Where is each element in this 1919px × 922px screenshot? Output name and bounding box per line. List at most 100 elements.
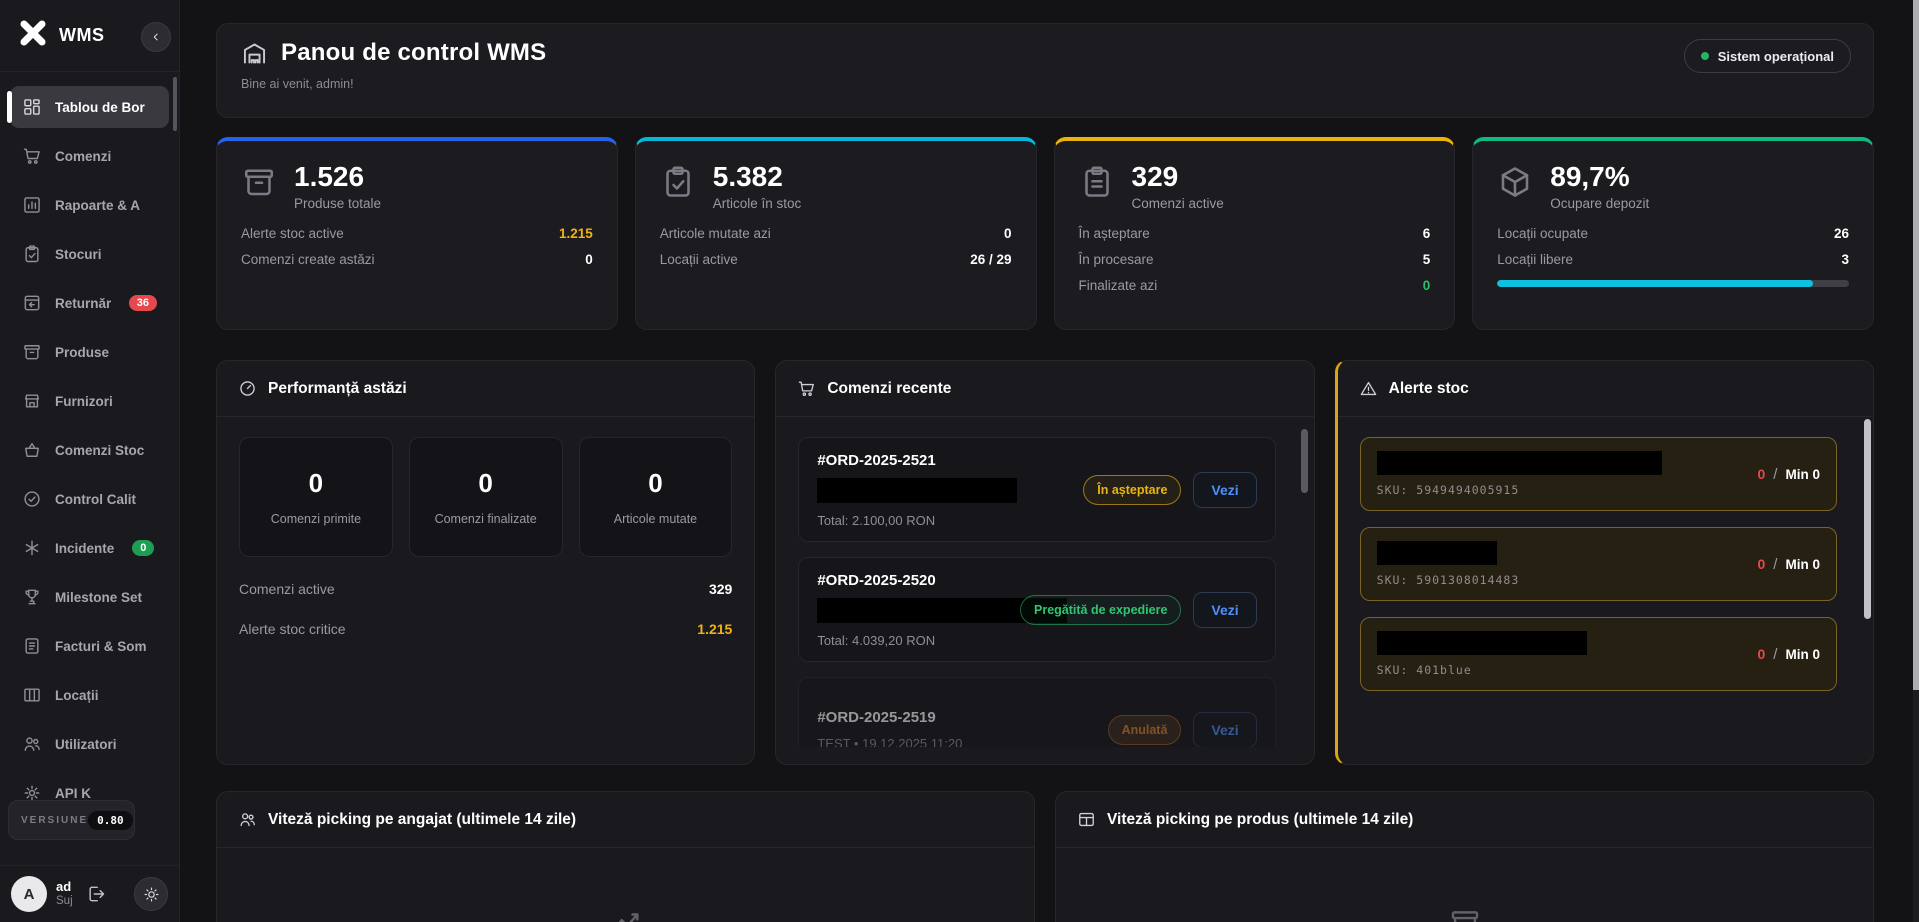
alert-info: SKU: 5949494005915 bbox=[1377, 451, 1750, 497]
panel-header: Viteză picking pe angajat (ultimele 14 z… bbox=[217, 792, 1034, 848]
sidebar: WMS Tablou de Bor Comenzi Rapoarte & A S… bbox=[0, 0, 180, 922]
alert-sku: SKU: 401blue bbox=[1377, 663, 1750, 677]
logout-icon bbox=[86, 884, 106, 904]
alert-separator: / bbox=[1773, 556, 1777, 573]
view-order-button[interactable]: Vezi bbox=[1193, 712, 1256, 748]
perf-row: Alerte stoc critice1.215 bbox=[239, 621, 732, 637]
panel-title: Comenzi recente bbox=[827, 380, 951, 398]
view-order-button[interactable]: Vezi bbox=[1193, 592, 1256, 628]
row-label: În așteptare bbox=[1079, 226, 1150, 241]
sidebar-item-label: Furnizori bbox=[55, 394, 113, 409]
sidebar-item-locatii[interactable]: Locații bbox=[10, 674, 169, 716]
performance-panel: Performanță astăzi 0 Comenzi primite 0 C… bbox=[216, 360, 755, 765]
sidebar-item-control-calitate[interactable]: Control Calit bbox=[10, 478, 169, 520]
orders-list: #ORD-2025-2521 Total: 2.100,00 RON În aș… bbox=[798, 437, 1275, 747]
row-label: Locații libere bbox=[1497, 252, 1573, 267]
sidebar-item-label: Milestone Set bbox=[55, 590, 142, 605]
row-label: În procesare bbox=[1079, 252, 1154, 267]
sidebar-item-facturi[interactable]: Facturi & Som bbox=[10, 625, 169, 667]
window-scrollbar[interactable] bbox=[1913, 0, 1919, 922]
alert-quantity: 0 / Min 0 bbox=[1758, 646, 1820, 663]
sidebar-item-produse[interactable]: Produse bbox=[10, 331, 169, 373]
stat-rows: În așteptare6 În procesare5 Finalizate a… bbox=[1079, 226, 1431, 293]
dashboard-grid-icon bbox=[22, 97, 42, 117]
sidebar-item-stocuri[interactable]: Stocuri bbox=[10, 233, 169, 275]
perf-box-comenzi-primite: 0 Comenzi primite bbox=[239, 437, 393, 557]
stat-card-ocupare-depozit: 89,7% Ocupare depozit Locații ocupate26 … bbox=[1472, 137, 1874, 330]
users-icon bbox=[238, 810, 257, 829]
panel-title: Viteză picking pe produs (ultimele 14 zi… bbox=[1107, 811, 1413, 829]
trophy-icon bbox=[22, 587, 42, 607]
perf-value: 0 bbox=[309, 468, 323, 499]
performance-boxes: 0 Comenzi primite 0 Comenzi finalizate 0… bbox=[239, 437, 732, 557]
sidebar-item-rapoarte[interactable]: Rapoarte & A bbox=[10, 184, 169, 226]
stat-row: Alerte stoc active1.215 bbox=[241, 226, 593, 241]
order-total: Total: 2.100,00 RON bbox=[817, 513, 1073, 528]
row-value: 1.215 bbox=[559, 226, 593, 241]
sidebar-item-label: Facturi & Som bbox=[55, 639, 147, 654]
cart-icon bbox=[797, 379, 816, 398]
alert-sku: SKU: 5949494005915 bbox=[1377, 483, 1750, 497]
row-value: 329 bbox=[709, 581, 732, 597]
users-icon bbox=[22, 734, 42, 754]
window-scrollbar-thumb[interactable] bbox=[1913, 0, 1919, 690]
sidebar-item-milestone[interactable]: Milestone Set bbox=[10, 576, 169, 618]
row-value: 3 bbox=[1841, 252, 1849, 267]
sidebar-item-utilizatori[interactable]: Utilizatori bbox=[10, 723, 169, 765]
perf-label: Articole mutate bbox=[614, 512, 697, 526]
logout-button[interactable] bbox=[86, 884, 106, 904]
stat-rows: Locații ocupate26 Locații libere3 bbox=[1497, 226, 1849, 267]
stat-value: 5.382 bbox=[713, 161, 802, 193]
wms-app: WMS Tablou de Bor Comenzi Rapoarte & A S… bbox=[0, 0, 1919, 922]
perf-box-comenzi-finalizate: 0 Comenzi finalizate bbox=[409, 437, 563, 557]
stat-row: Articole mutate azi0 bbox=[660, 226, 1012, 241]
sidebar-item-incidente[interactable]: Incidente 0 bbox=[10, 527, 169, 569]
panel-header: Performanță astăzi bbox=[217, 361, 754, 417]
columns-icon bbox=[22, 685, 42, 705]
stat-rows: Alerte stoc active1.215 Comenzi create a… bbox=[241, 226, 593, 267]
wms-logo-icon bbox=[18, 18, 48, 53]
redacted-customer-name bbox=[817, 478, 1017, 503]
theme-toggle-button[interactable] bbox=[134, 877, 168, 911]
picking-speed-product-panel: Viteză picking pe produs (ultimele 14 zi… bbox=[1055, 791, 1874, 922]
stat-value: 1.526 bbox=[294, 161, 381, 193]
view-order-button[interactable]: Vezi bbox=[1193, 472, 1256, 508]
alert-min: Min 0 bbox=[1785, 557, 1820, 572]
collapse-sidebar-button[interactable] bbox=[141, 22, 171, 52]
sidebar-scrollbar[interactable] bbox=[173, 77, 177, 131]
sidebar-item-furnizori[interactable]: Furnizori bbox=[10, 380, 169, 422]
chevron-left-icon bbox=[149, 30, 163, 44]
panel-body: #ORD-2025-2521 Total: 2.100,00 RON În aș… bbox=[776, 417, 1313, 764]
sidebar-item-comenzi-stoc[interactable]: Comenzi Stoc bbox=[10, 429, 169, 471]
alerts-scrollbar[interactable] bbox=[1864, 419, 1871, 619]
alert-qty: 0 bbox=[1758, 556, 1766, 572]
order-info: #ORD-2025-2520 Total: 4.039,20 RON bbox=[817, 572, 1010, 648]
alert-sku: SKU: 5901308014483 bbox=[1377, 573, 1750, 587]
sidebar-item-returnari[interactable]: Returnări 36 bbox=[10, 282, 169, 324]
redacted-product-name bbox=[1377, 631, 1587, 655]
basket-icon bbox=[22, 440, 42, 460]
cart-icon bbox=[22, 146, 42, 166]
stat-row: Locații active26 / 29 bbox=[660, 252, 1012, 267]
table-icon bbox=[1077, 810, 1096, 829]
row-label: Finalizate azi bbox=[1079, 278, 1158, 293]
sidebar-item-comenzi[interactable]: Comenzi bbox=[10, 135, 169, 177]
user-info: ad Suj bbox=[56, 880, 73, 908]
sidebar-item-tablou-de-bord[interactable]: Tablou de Bor bbox=[10, 86, 169, 128]
order-id: #ORD-2025-2521 bbox=[817, 452, 1073, 469]
stat-head: 1.526 Produse totale bbox=[241, 161, 593, 211]
occupancy-progress-bar bbox=[1497, 280, 1849, 287]
alerts-list: SKU: 5949494005915 0 / Min 0 SKU bbox=[1360, 437, 1837, 747]
middle-panels: Performanță astăzi 0 Comenzi primite 0 C… bbox=[216, 360, 1874, 765]
sidebar-item-label: Incidente bbox=[55, 541, 114, 556]
perf-box-articole-mutate: 0 Articole mutate bbox=[579, 437, 733, 557]
clipboard-check-icon bbox=[660, 164, 696, 200]
row-value: 26 / 29 bbox=[970, 252, 1011, 267]
orders-scrollbar[interactable] bbox=[1301, 429, 1308, 493]
row-label: Locații ocupate bbox=[1497, 226, 1588, 241]
sidebar-nav: Tablou de Bor Comenzi Rapoarte & A Stocu… bbox=[0, 72, 179, 814]
user-role: Suj bbox=[56, 895, 73, 908]
stock-alert-row: SKU: 401blue 0 / Min 0 bbox=[1360, 617, 1837, 691]
order-status-badge: În așteptare bbox=[1083, 475, 1181, 505]
alert-info: SKU: 401blue bbox=[1377, 631, 1750, 677]
